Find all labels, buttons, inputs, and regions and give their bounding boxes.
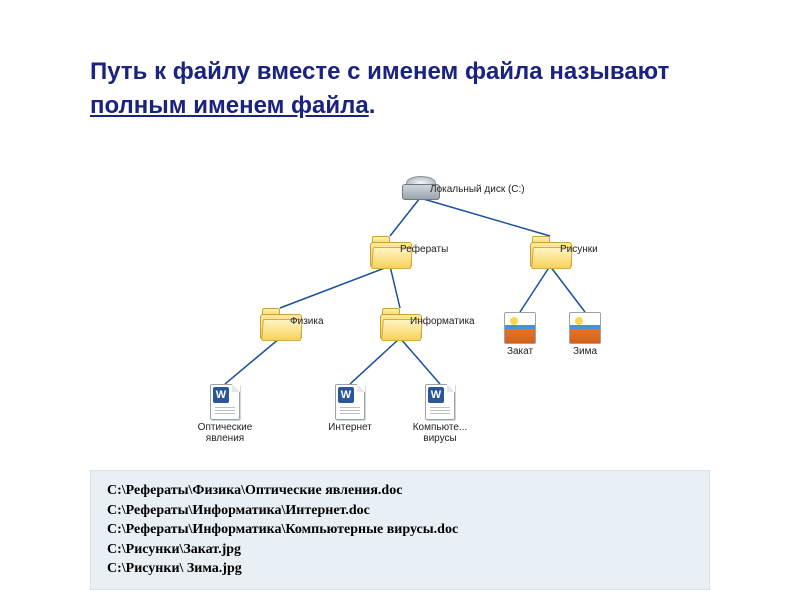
file-path-line: С:\Рефераты\Физика\Оптические явления.do… [107,481,693,501]
tree-edge [280,266,390,308]
tree-edge [390,198,420,236]
file-paths-box: С:\Рефераты\Физика\Оптические явления.do… [90,470,710,590]
file-path-line: С:\Рефераты\Информатика\Интернет.doc [107,501,693,521]
file-path-line: С:\Рисунки\Закат.jpg [107,540,693,560]
tree-edge [225,338,280,384]
tree-edge [350,338,400,384]
file-path-line: С:\Рефераты\Информатика\Компьютерные вир… [107,520,693,540]
tree-edge [550,266,585,312]
tree-edge [390,266,400,308]
tree-edge [520,266,550,312]
file-path-line: С:\Рисунки\ Зима.jpg [107,559,693,579]
tree-edge [420,198,550,236]
tree-edge [400,338,440,384]
